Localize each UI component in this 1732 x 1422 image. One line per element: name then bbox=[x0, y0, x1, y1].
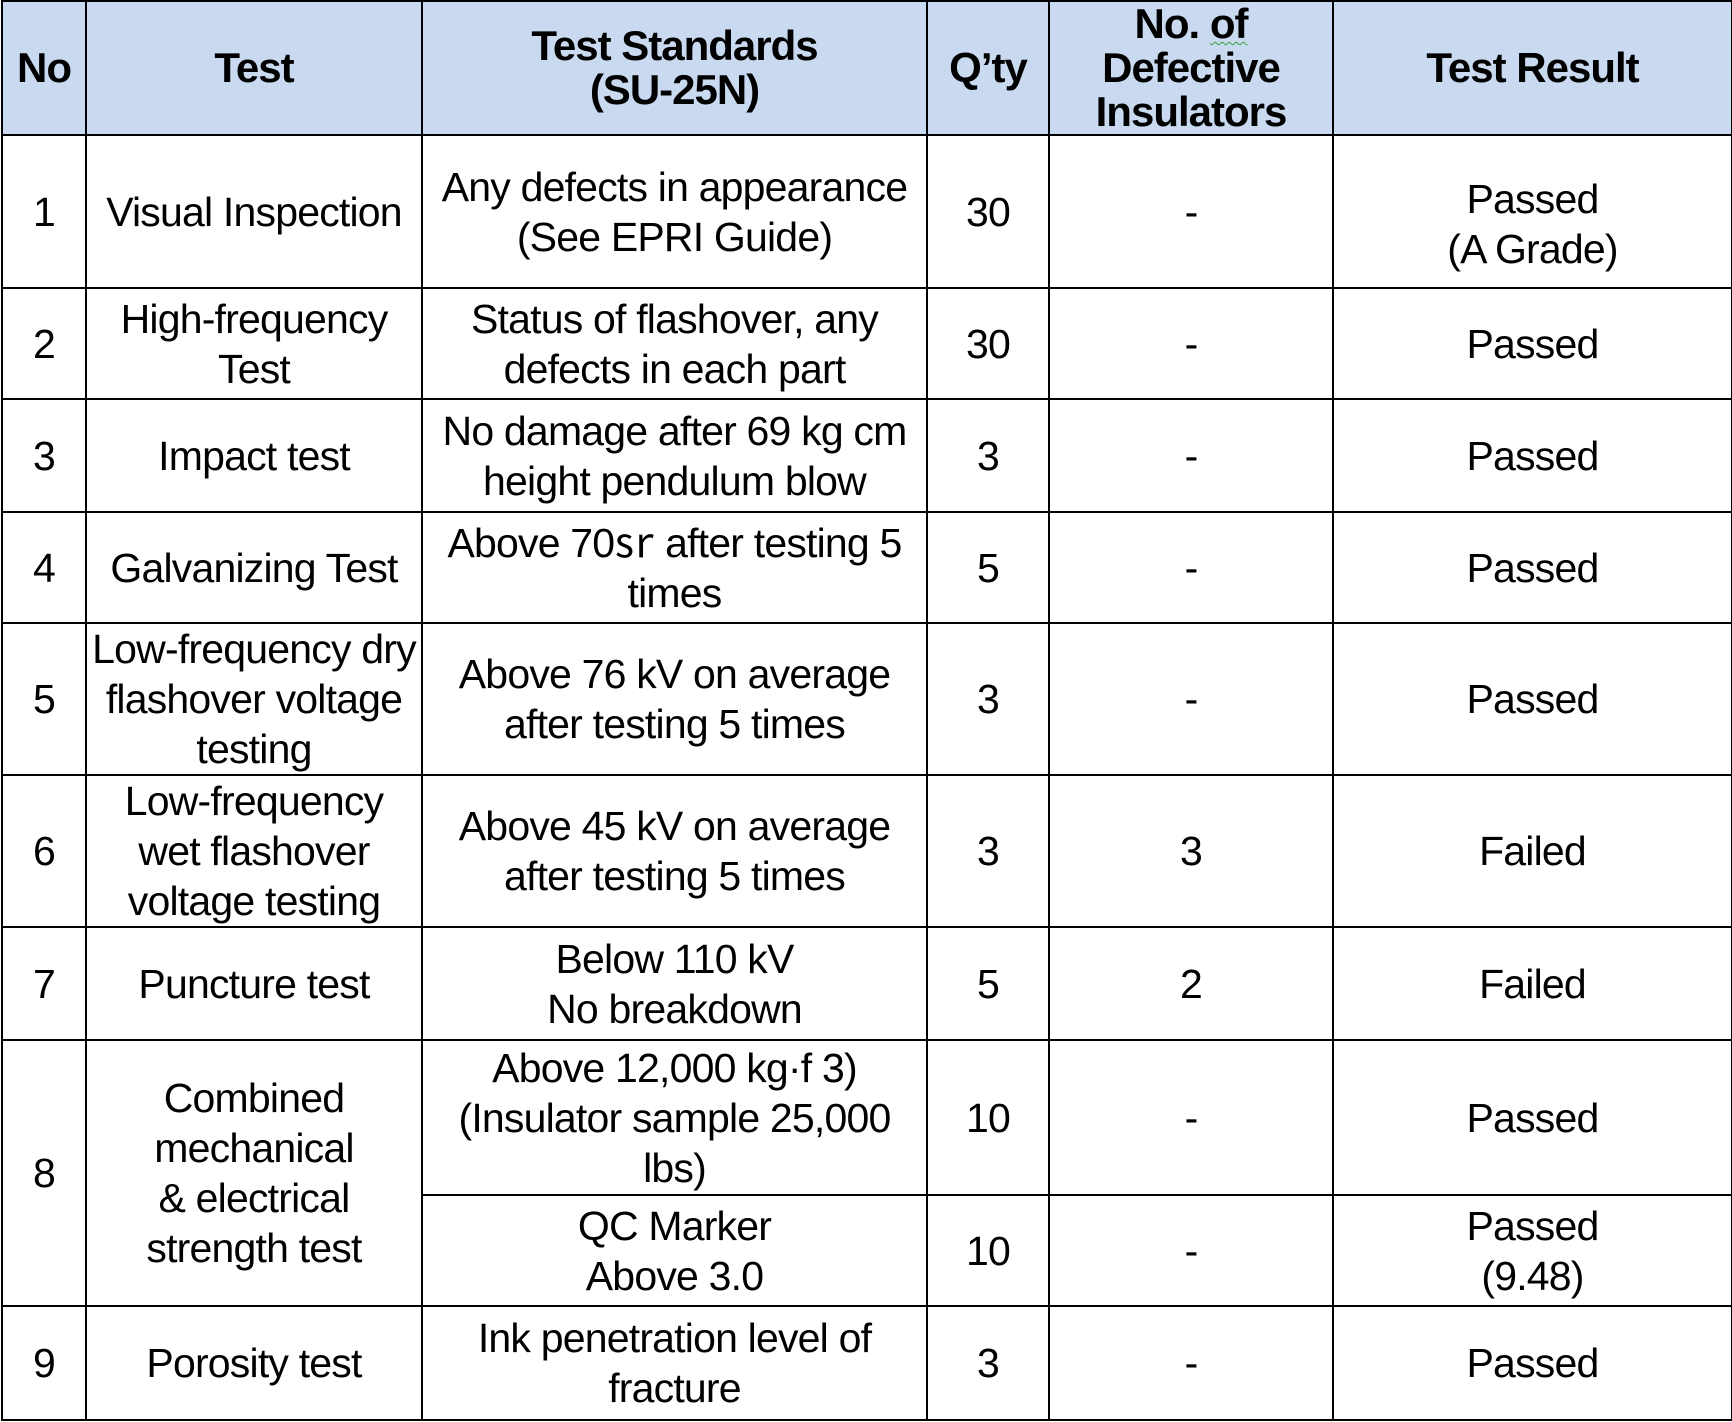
cell-standard: Above 45 kV on average after testing 5 t… bbox=[421, 774, 928, 928]
cell-defective: - bbox=[1048, 622, 1334, 776]
table-row: 8 Combined mechanical & electrical stren… bbox=[1, 1039, 1732, 1307]
cell-result: Failed bbox=[1332, 774, 1732, 928]
cell-result: Passed (A Grade) bbox=[1332, 134, 1732, 289]
cell-test: High-frequency Test bbox=[85, 287, 423, 400]
header-defective-rest: Defective Insulators bbox=[1095, 44, 1288, 135]
header-defective-marked-word: of bbox=[1209, 1, 1249, 47]
header-qty: Q’ty bbox=[926, 0, 1050, 136]
cell-no: 7 bbox=[1, 926, 87, 1041]
cell-test: Puncture test bbox=[85, 926, 423, 1041]
cell-standard: Ink penetration level of fracture bbox=[421, 1305, 928, 1421]
cell-no: 5 bbox=[1, 622, 87, 776]
table-row: 6 Low-frequency wet flashover voltage te… bbox=[1, 774, 1732, 928]
cell-test: Low-frequency wet flashover voltage test… bbox=[85, 774, 423, 928]
cell-no: 6 bbox=[1, 774, 87, 928]
cell-result: Passed (9.48) bbox=[1332, 1194, 1732, 1307]
cell-standard: Above 12,000 kg·f 3) (Insulator sample 2… bbox=[421, 1039, 928, 1196]
cell-qty: 3 bbox=[926, 622, 1050, 776]
header-row: No Test Test Standards (SU-25N) Q’ty No.… bbox=[1, 0, 1732, 136]
header-test: Test bbox=[85, 0, 423, 136]
cell-result: Failed bbox=[1332, 926, 1732, 1041]
cell-standard: QC Marker Above 3.0 bbox=[421, 1194, 928, 1307]
table-row: 5 Low-frequency dry flashover voltage te… bbox=[1, 622, 1732, 776]
cell-no: 2 bbox=[1, 287, 87, 400]
cell-result: Passed bbox=[1332, 287, 1732, 400]
cell-defective: - bbox=[1048, 134, 1334, 289]
header-defective-line1: No. bbox=[1134, 1, 1210, 47]
cell-no: 4 bbox=[1, 511, 87, 624]
cell-result-text: Passed (A Grade) bbox=[1447, 175, 1618, 272]
cell-no: 8 bbox=[1, 1039, 87, 1307]
cell-qty: 10 bbox=[926, 1194, 1050, 1307]
cell-qty: 3 bbox=[926, 774, 1050, 928]
table-row: QC Marker Above 3.0 10 - Passed (9.48) bbox=[2, 1194, 1732, 1307]
cell-standard: Below 110 kV No breakdown bbox=[421, 926, 928, 1041]
cell-result: Passed bbox=[1332, 398, 1732, 513]
cell-qty: 3 bbox=[926, 1305, 1050, 1421]
cell-defective: - bbox=[1048, 1305, 1334, 1421]
cell-standard: Above 76 kV on average after testing 5 t… bbox=[421, 622, 928, 776]
cell-standard: No damage after 69 kg cm height pendulum… bbox=[421, 398, 928, 513]
cell-qty: 30 bbox=[926, 134, 1050, 289]
table-row: 9 Porosity test Ink penetration level of… bbox=[1, 1305, 1732, 1421]
cell-standard: Any defects in appearance (See EPRI Guid… bbox=[421, 134, 928, 289]
cell-no: 3 bbox=[1, 398, 87, 513]
cell-defective: 2 bbox=[1048, 926, 1334, 1041]
header-defective-insulators: No. of Defective Insulators bbox=[1048, 0, 1334, 136]
cell-no: 9 bbox=[1, 1305, 87, 1421]
header-test-result: Test Result bbox=[1332, 0, 1732, 136]
cell-test: Galvanizing Test bbox=[85, 511, 423, 624]
table-row: 4 Galvanizing Test Above 70㏛ after testi… bbox=[1, 511, 1732, 624]
cell-qty: 5 bbox=[926, 511, 1050, 624]
cell-defective: - bbox=[1048, 511, 1334, 624]
cell-no: 1 bbox=[1, 134, 87, 289]
cell-test: Impact test bbox=[85, 398, 423, 513]
cell-defective: - bbox=[1048, 287, 1334, 400]
table-row: 7 Puncture test Below 110 kV No breakdow… bbox=[1, 926, 1732, 1041]
cell-standard: Status of flashover, any defects in each… bbox=[421, 287, 928, 400]
cell-defective: 3 bbox=[1048, 774, 1334, 928]
cell-defective: - bbox=[1048, 1039, 1334, 1196]
cell-standard: Above 70㏛ after testing 5 times bbox=[421, 511, 928, 624]
header-test-standards: Test Standards (SU-25N) bbox=[421, 0, 928, 136]
table-row: 1 Visual Inspection Any defects in appea… bbox=[1, 134, 1732, 289]
cell-result: Passed bbox=[1332, 1039, 1732, 1196]
cell-test: Low-frequency dry flashover voltage test… bbox=[85, 622, 423, 776]
cell-result: Passed bbox=[1332, 1305, 1732, 1421]
cell-qty: 10 bbox=[926, 1039, 1050, 1196]
cell-defective: - bbox=[1048, 1194, 1334, 1307]
cell-test: Visual Inspection bbox=[85, 134, 423, 289]
cell-result: Passed bbox=[1332, 511, 1732, 624]
table-row: 2 High-frequency Test Status of flashove… bbox=[1, 287, 1732, 400]
cell-result: Passed bbox=[1332, 622, 1732, 776]
cell-test: Porosity test bbox=[85, 1305, 423, 1421]
cell-test: Combined mechanical & electrical strengt… bbox=[85, 1039, 423, 1307]
cell-qty: 5 bbox=[926, 926, 1050, 1041]
cell-qty: 30 bbox=[926, 287, 1050, 400]
cell-qty: 3 bbox=[926, 398, 1050, 513]
cell-defective: - bbox=[1048, 398, 1334, 513]
header-no: No bbox=[1, 0, 87, 136]
table-row: 3 Impact test No damage after 69 kg cm h… bbox=[1, 398, 1732, 513]
